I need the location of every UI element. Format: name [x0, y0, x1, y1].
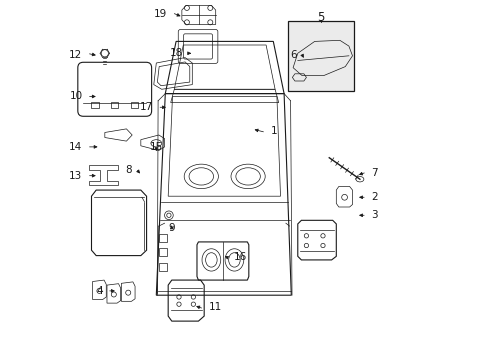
Text: 7: 7 — [370, 168, 377, 179]
Text: 2: 2 — [370, 192, 377, 202]
Text: 10: 10 — [69, 91, 82, 102]
Bar — [159, 234, 166, 242]
Text: 6: 6 — [290, 50, 296, 60]
Bar — [131, 102, 138, 108]
Text: 5: 5 — [317, 11, 324, 24]
Text: 17: 17 — [140, 102, 153, 112]
Text: 8: 8 — [124, 165, 131, 175]
Bar — [159, 248, 166, 256]
Text: 3: 3 — [370, 210, 377, 220]
Bar — [91, 102, 99, 108]
Text: 14: 14 — [69, 142, 82, 152]
Text: 12: 12 — [69, 50, 82, 60]
Text: 16: 16 — [233, 252, 246, 262]
Text: 11: 11 — [208, 302, 221, 312]
Text: 15: 15 — [149, 142, 163, 152]
Bar — [287, 21, 354, 91]
Text: 4: 4 — [96, 286, 102, 296]
Text: 18: 18 — [169, 48, 182, 58]
Text: 9: 9 — [168, 223, 175, 233]
Text: 19: 19 — [154, 9, 167, 19]
Text: 13: 13 — [69, 171, 82, 181]
Text: 1: 1 — [270, 126, 277, 136]
Bar — [159, 263, 166, 271]
Bar — [111, 102, 118, 108]
